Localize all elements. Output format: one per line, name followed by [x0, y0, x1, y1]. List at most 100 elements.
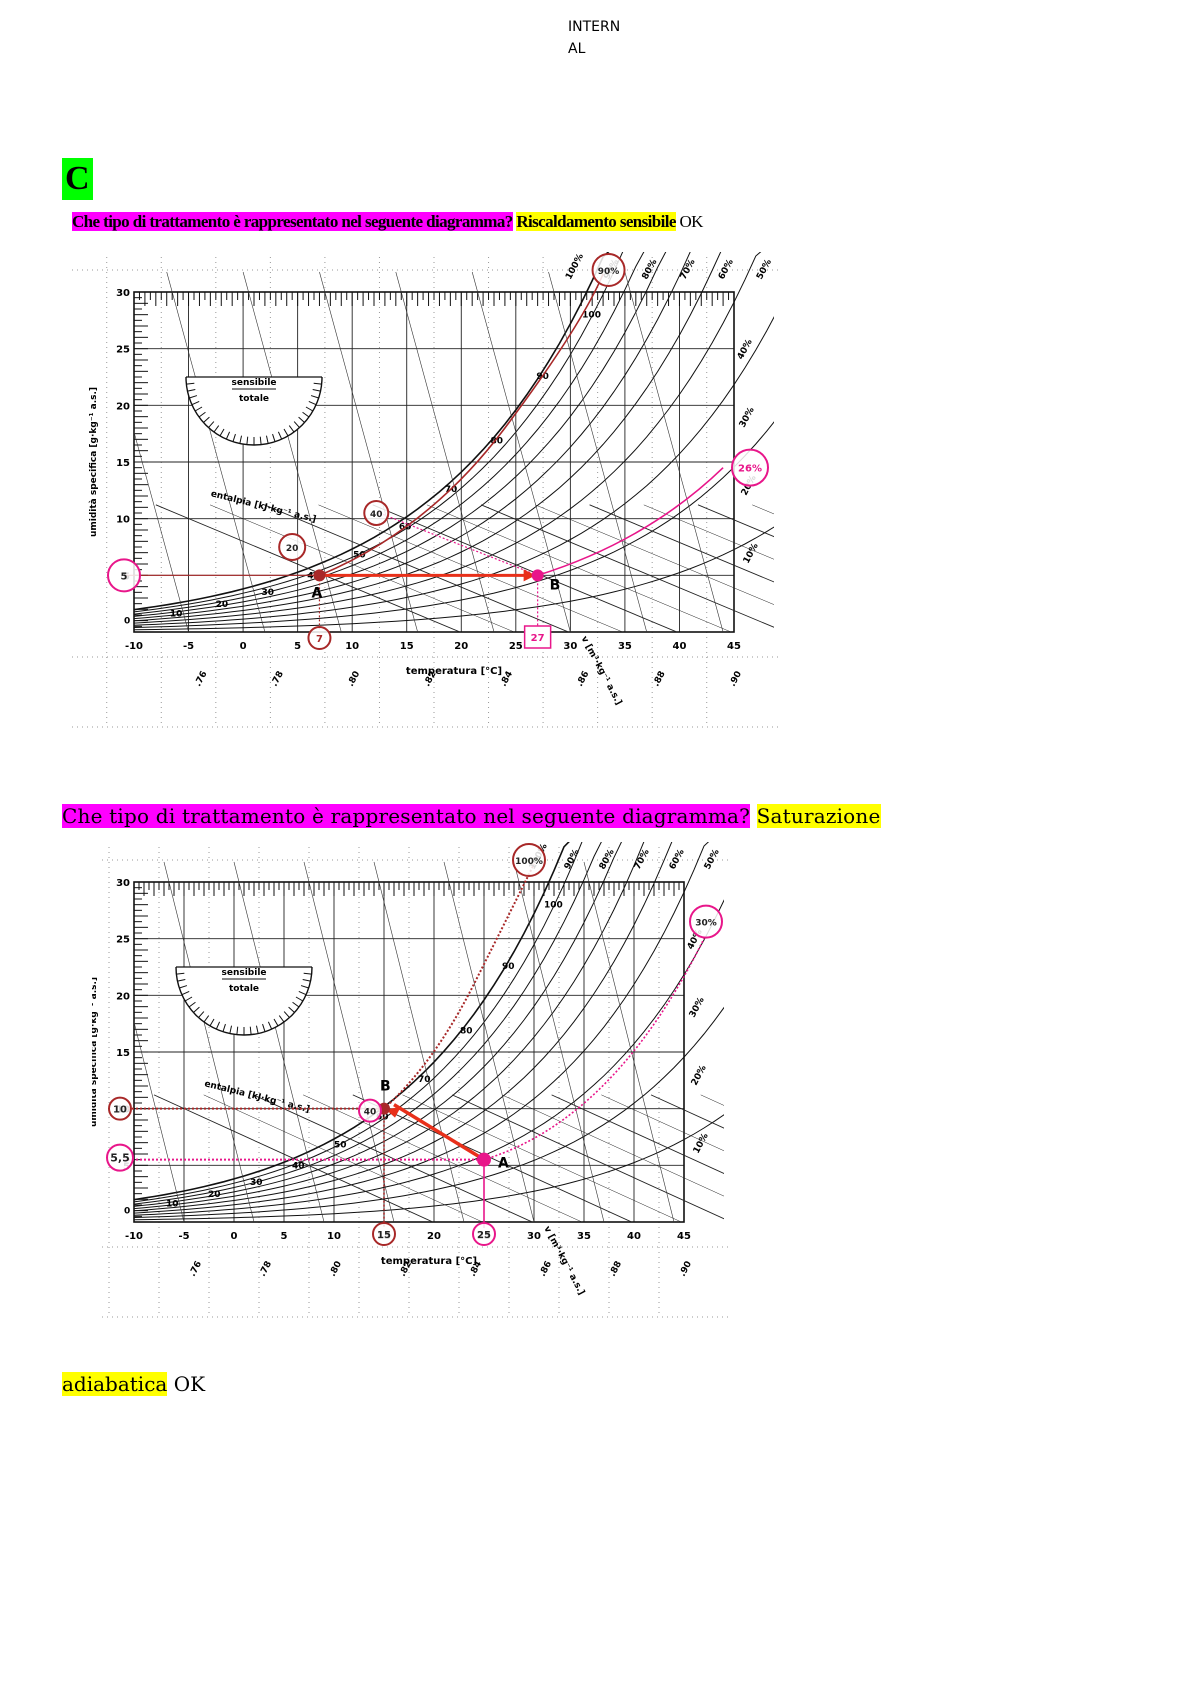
- y-axis-label: umidità specifica [g·kg⁻¹ a.s.]: [92, 977, 99, 1127]
- enthalpy-line: [480, 504, 774, 628]
- question-1: Che tipo di trattamento è rappresentato …: [72, 212, 703, 232]
- chart-frame-group: [102, 847, 729, 1318]
- enthalpy-line: [752, 504, 774, 515]
- enthalpy-value: 40: [292, 1162, 305, 1172]
- protractor-tick: [302, 411, 310, 418]
- callout-circle-rhb: [512, 843, 546, 877]
- volume-line: [134, 1020, 185, 1222]
- protractor-tick: [198, 411, 206, 418]
- enthalpy-value: 30: [250, 1178, 263, 1188]
- callout-circle-ta: [472, 1222, 496, 1246]
- x-tick-label: 30: [563, 641, 577, 652]
- volume-line: [443, 861, 535, 1222]
- psychrometric-chart-2: -10-505101520253035404551015202530temper…: [92, 842, 729, 1318]
- volume-value: .80: [346, 670, 362, 689]
- classification-label: INTERN AL: [568, 19, 621, 57]
- enthalpy-line: [643, 504, 774, 560]
- protractor-tick: [272, 433, 276, 442]
- point-a-label: A: [498, 1156, 509, 1172]
- enthalpy-value: 90: [502, 962, 515, 972]
- callout-circle-hb: [363, 500, 390, 526]
- enthalpy-line: [352, 1094, 633, 1222]
- enthalpy-line: [601, 1094, 724, 1152]
- enthalpy-value: 0: [124, 617, 130, 627]
- protractor-tick: [283, 1011, 290, 1018]
- question-1-text: Che tipo di trattamento è rappresentato …: [72, 212, 513, 231]
- rh-curve: [134, 421, 774, 628]
- protractor-tick: [209, 1018, 215, 1027]
- callout-circle-humidity: [107, 558, 141, 593]
- enthalpy-value: 10: [166, 1200, 179, 1210]
- x-tick-label: -10: [125, 641, 143, 652]
- protractor-tick: [222, 1023, 226, 1032]
- x-tick-label: 5: [294, 641, 301, 652]
- protractor-tick: [225, 431, 231, 440]
- point-b-label: B: [550, 577, 561, 593]
- protractor: sensibile totale: [185, 376, 323, 446]
- protractor-tick: [305, 406, 314, 412]
- protractor-tick: [176, 972, 185, 975]
- enthalpy-line: [203, 1094, 484, 1222]
- y-tick-label: 15: [116, 458, 130, 469]
- enthalpy-value: 70: [445, 485, 458, 495]
- callout-ta: 7: [316, 634, 323, 645]
- volume-line: [395, 271, 495, 632]
- protractor-tick: [188, 1001, 196, 1008]
- rh-trace-b: [537, 467, 724, 577]
- x-tick-label: 15: [400, 641, 414, 652]
- callout-circle-rha: [591, 253, 626, 287]
- rh-label: 90%: [563, 848, 582, 872]
- enthalpy-line: [426, 504, 732, 632]
- rh-curve: [134, 842, 645, 1210]
- protractor-tick: [203, 1015, 210, 1023]
- x-tick-label: 30: [527, 1231, 541, 1242]
- rh-label: 30%: [688, 996, 707, 1020]
- protractor-tick: [265, 435, 269, 444]
- protractor-tick: [262, 1023, 266, 1032]
- x-tick-label: 35: [618, 641, 632, 652]
- protractor-tick: [295, 996, 304, 1002]
- enthalpy-line: [452, 1094, 724, 1220]
- protractor-tick: [310, 395, 319, 399]
- protractor-tick: [187, 388, 196, 392]
- callout-rhb: 26%: [738, 464, 762, 475]
- protractor-tick: [198, 1011, 205, 1018]
- enthalpy-value: 100: [544, 900, 563, 910]
- enthalpy-axis-label: entalpia [kJ·kg⁻¹ a.s.]: [203, 1079, 310, 1115]
- callout-circle-tb: [372, 1222, 396, 1246]
- y-tick-label: 30: [116, 288, 130, 299]
- enthalpy-line: [253, 1094, 534, 1222]
- protractor-tick: [193, 1006, 200, 1013]
- enthalpy-value: 40: [307, 572, 320, 582]
- enthalpy-line: [650, 1094, 724, 1129]
- enthalpy-trace-b: [379, 512, 538, 576]
- question-2-text: Che tipo di trattamento è rappresentato …: [62, 804, 751, 828]
- volume-line: [163, 861, 255, 1222]
- rh-curve: [134, 1114, 724, 1221]
- protractor-tick: [219, 428, 225, 437]
- rh-label: 100%: [564, 252, 586, 281]
- rh-trace-b: [383, 863, 535, 1110]
- x-tick-label: 0: [231, 1231, 238, 1242]
- callout-circle-ha: [278, 533, 307, 561]
- rh-curve: [134, 316, 774, 626]
- volume-line: [134, 430, 189, 632]
- protractor-tick: [259, 436, 262, 445]
- callout-circle-rhb: [731, 448, 769, 487]
- protractor-tick: [312, 388, 321, 392]
- point-b-label: B: [380, 1079, 391, 1095]
- enthalpy-value: 100: [582, 310, 601, 320]
- y-tick-label: 20: [116, 401, 130, 412]
- rh-curve: [134, 842, 710, 1214]
- callout-tb: 15: [377, 1230, 391, 1241]
- question-1-answer: Riscaldamento sensibile: [516, 212, 676, 231]
- rh-curve: [134, 899, 724, 1216]
- protractor-tick: [292, 1001, 300, 1008]
- rh-curve: [134, 252, 645, 615]
- point-a-label: A: [311, 585, 322, 601]
- callout-ha: 20: [286, 544, 299, 554]
- callout-tb: 27: [531, 633, 545, 644]
- volume-line: [548, 271, 648, 632]
- x-axis-label: temperatura [°C]: [381, 1256, 477, 1267]
- x-tick-label: 45: [677, 1231, 691, 1242]
